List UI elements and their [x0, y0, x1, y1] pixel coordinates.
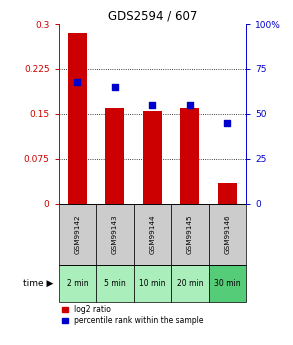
Text: GSM99144: GSM99144 [149, 215, 155, 254]
Point [188, 102, 192, 108]
Point [113, 84, 117, 90]
Bar [134, 265, 171, 302]
Text: GSM99143: GSM99143 [112, 215, 118, 254]
Bar [134, 204, 171, 265]
Text: 10 min: 10 min [139, 279, 166, 288]
Title: GDS2594 / 607: GDS2594 / 607 [108, 10, 197, 23]
Bar [59, 265, 96, 302]
Text: 20 min: 20 min [177, 279, 203, 288]
Bar [96, 204, 134, 265]
Text: GSM99146: GSM99146 [224, 215, 230, 254]
Text: 5 min: 5 min [104, 279, 126, 288]
Bar [143, 111, 162, 204]
Bar [209, 265, 246, 302]
Text: 2 min: 2 min [67, 279, 88, 288]
Bar [171, 204, 209, 265]
Text: time ▶: time ▶ [23, 279, 53, 288]
Point [75, 79, 80, 84]
Bar [96, 265, 134, 302]
Bar [209, 204, 246, 265]
Point [150, 102, 155, 108]
Bar [218, 183, 237, 204]
Point [225, 120, 230, 126]
Bar [171, 265, 209, 302]
Bar [59, 204, 96, 265]
Legend: log2 ratio, percentile rank within the sample: log2 ratio, percentile rank within the s… [62, 305, 203, 325]
Text: GSM99142: GSM99142 [74, 215, 80, 254]
Bar [180, 108, 199, 204]
Text: GSM99145: GSM99145 [187, 215, 193, 254]
Bar [105, 108, 124, 204]
Text: 30 min: 30 min [214, 279, 241, 288]
Bar [68, 33, 87, 204]
